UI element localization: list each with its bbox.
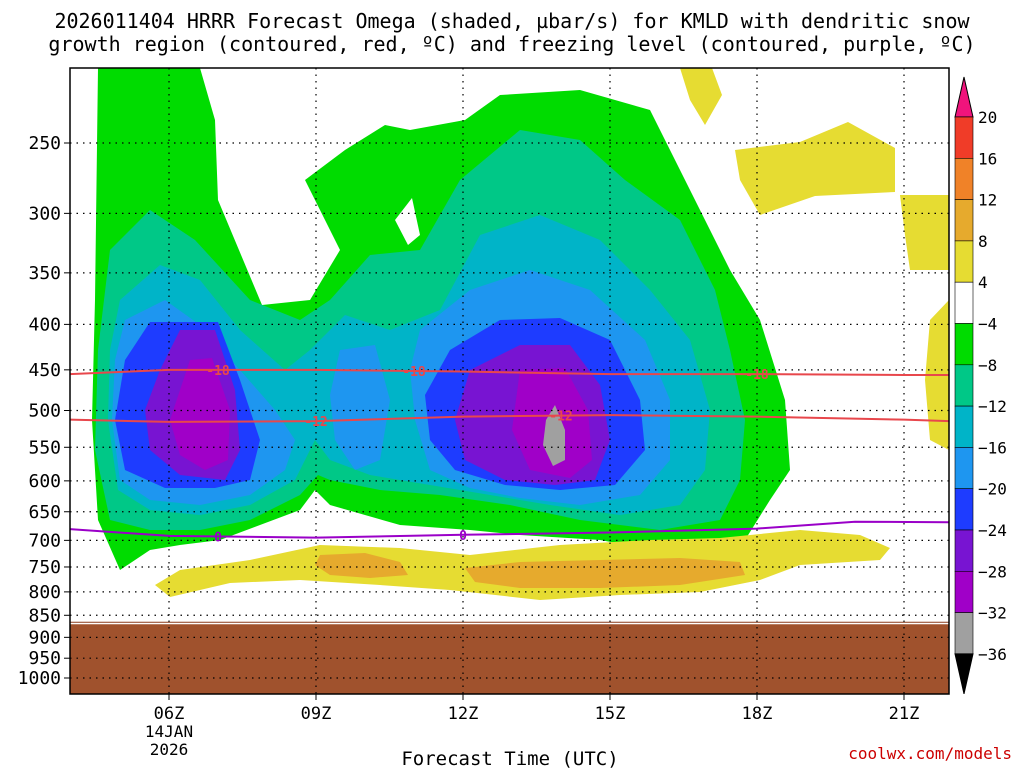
contour-label: -18 [745, 368, 769, 383]
y-tick-label: 950 [28, 648, 61, 669]
y-tick-label: 800 [28, 582, 61, 603]
contour-label: -18 [206, 364, 230, 379]
y-tick-label: 700 [28, 530, 61, 551]
x-tick-label: 21Z [889, 704, 920, 724]
colorbar-label: −24 [978, 521, 1007, 540]
colorbar-label: −36 [978, 645, 1007, 664]
colorbar-label: −20 [978, 480, 1007, 499]
colorbar-swatch [954, 323, 974, 366]
y-tick-label: 450 [28, 360, 61, 381]
y-tick-label: 650 [28, 502, 61, 523]
colorbar-swatch [954, 364, 974, 407]
contour-line [69, 520, 950, 539]
colorbar-swatch [954, 116, 974, 159]
y-tick-label: 1000 [18, 668, 61, 689]
contour-label: 0 [214, 530, 222, 545]
y-tick-label: 300 [28, 203, 61, 224]
colorbar-swatch [954, 405, 974, 448]
chart-title-line2: growth region (contoured, red, ºC) and f… [48, 32, 976, 56]
colorbar-top-arrow [954, 76, 974, 118]
chart-title-line1: 2026011404 HRRR Forecast Omega (shaded, … [54, 9, 970, 33]
y-tick-label: 850 [28, 605, 61, 626]
grid-lines [70, 68, 949, 694]
contour-line [69, 414, 950, 423]
site-credit: coolwx.com/models [848, 744, 1012, 763]
ground-rect [70, 624, 949, 694]
y-tick-label: 900 [28, 627, 61, 648]
y-tick-label: 350 [28, 263, 61, 284]
x-date-label: 2026 [150, 740, 189, 759]
colorbar-label: −4 [978, 315, 997, 334]
colorbar-label: −12 [978, 397, 1007, 416]
omega-shaded-field [92, 68, 949, 600]
y-tick-label: 550 [28, 437, 61, 458]
x-tick-label: 18Z [742, 704, 773, 724]
omega-region-minus24 [145, 330, 610, 485]
colorbar-swatch [954, 240, 974, 283]
y-tick-label: 750 [28, 557, 61, 578]
colorbar-swatch [954, 529, 974, 572]
colorbar-label: −16 [978, 438, 1007, 457]
y-axis-ticks: 2503003504004505005506006507007508008509… [18, 133, 70, 689]
colorbar-swatch [954, 281, 974, 324]
colorbar-swatch [954, 199, 974, 242]
colorbar-label: 20 [978, 108, 997, 127]
omega-region-plus4-upper [680, 68, 949, 450]
y-tick-label: 400 [28, 314, 61, 335]
colorbar-label: −8 [978, 356, 997, 375]
plot-frame [69, 67, 950, 695]
omega-hole [395, 198, 420, 245]
colorbar-label: 12 [978, 191, 997, 210]
colorbar-label: −32 [978, 604, 1007, 623]
contour-label: -18 [402, 365, 426, 380]
y-tick-label: 500 [28, 401, 61, 422]
contour-label: -12 [304, 415, 327, 430]
colorbar-label: 16 [978, 149, 997, 168]
colorbar-bottom-arrow [954, 653, 974, 695]
colorbar: 20 16 12 8 4 −4 −8 −12 −16 −20 −24 −28 −32 −36 [954, 76, 1007, 695]
x-tick-label: 12Z [448, 704, 479, 724]
omega-region-minus32 [543, 405, 565, 466]
x-date-label: 14JAN [145, 722, 193, 741]
x-tick-label: 06Z [154, 704, 185, 724]
colorbar-label: 8 [978, 232, 988, 251]
colorbar-swatch [954, 488, 974, 531]
x-tick-label: 15Z [595, 704, 626, 724]
colorbar-swatch [954, 612, 974, 655]
contour-line [69, 368, 949, 376]
colorbar-swatch [954, 570, 974, 613]
colorbar-swatch [954, 447, 974, 489]
omega-region-plus8 [315, 553, 745, 588]
y-tick-label: 600 [28, 471, 61, 492]
y-tick-label: 250 [28, 133, 61, 154]
ground-fill [70, 621, 949, 694]
colorbar-label: 4 [978, 273, 988, 292]
temperature-contours: -18 -18 -18 -12 -12 0 0 [69, 364, 950, 545]
colorbar-swatch [954, 158, 974, 200]
contour-label: -12 [549, 410, 572, 425]
x-tick-label: 09Z [301, 704, 332, 724]
x-axis-label: Forecast Time (UTC) [401, 748, 618, 768]
colorbar-label: −28 [978, 562, 1007, 581]
contour-label: 0 [459, 529, 467, 544]
